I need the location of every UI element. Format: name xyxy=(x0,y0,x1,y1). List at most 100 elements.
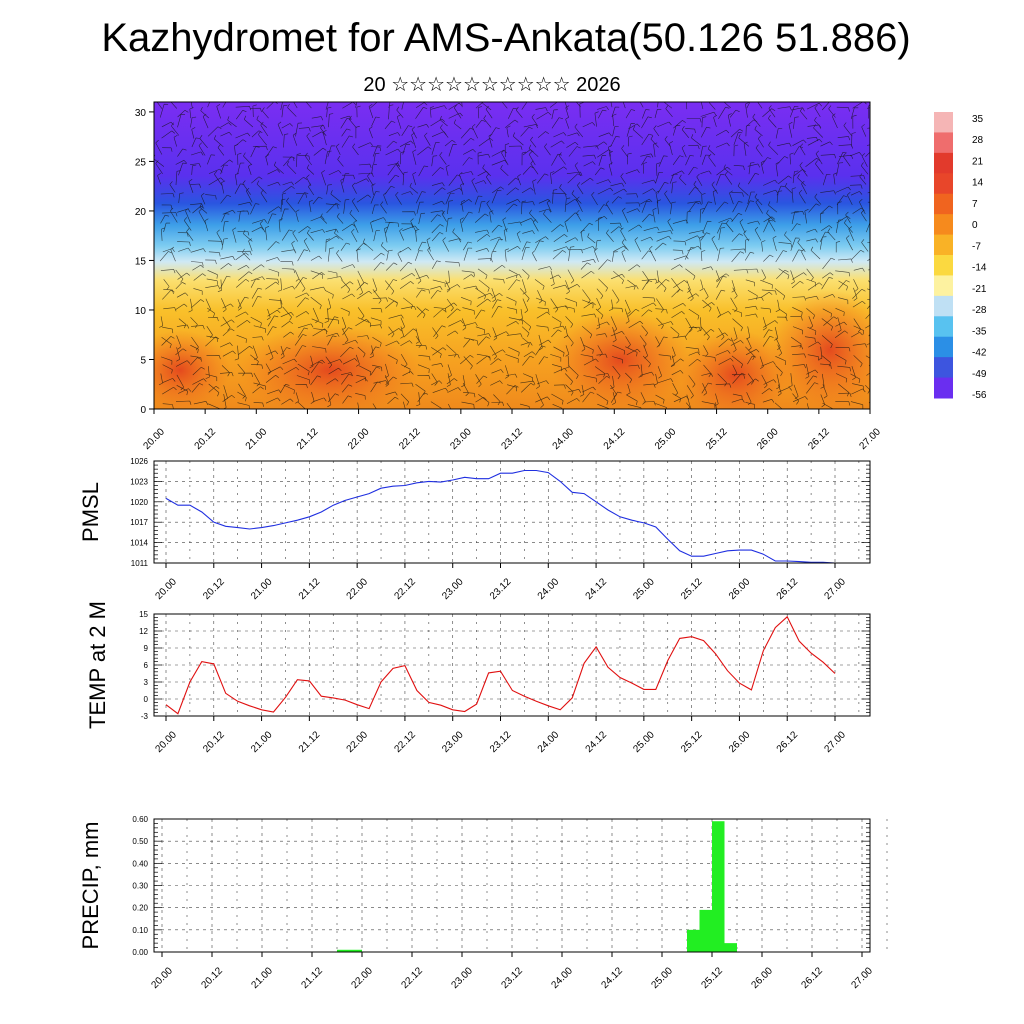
wind-barb xyxy=(430,118,446,127)
wind-barb xyxy=(558,152,566,165)
wind-barb xyxy=(679,174,687,186)
wind-barb xyxy=(356,105,361,118)
heatmap-x-tick-label: 24.00 xyxy=(551,426,577,452)
wind-barb xyxy=(628,224,643,232)
wind-barb xyxy=(190,163,201,168)
wind-barb xyxy=(851,132,856,147)
wind-barb xyxy=(688,144,700,150)
wind-barb xyxy=(656,162,661,176)
wind-barb xyxy=(701,193,706,204)
wind-barb xyxy=(577,182,584,195)
wind-barb xyxy=(252,104,257,118)
wind-barb xyxy=(460,297,472,306)
wind-barb xyxy=(576,196,583,213)
wind-barb xyxy=(551,316,562,327)
wind-barb xyxy=(192,378,207,385)
wind-barb xyxy=(605,200,613,215)
wind-barb xyxy=(491,306,503,318)
wind-barb xyxy=(461,401,475,409)
wind-barb xyxy=(373,230,381,242)
wind-barb xyxy=(701,372,714,377)
wind-barb xyxy=(311,116,324,121)
wind-barb xyxy=(837,258,853,263)
wind-barb xyxy=(342,317,347,330)
wind-barb xyxy=(715,402,717,409)
wind-barb xyxy=(234,144,239,156)
wind-barb xyxy=(685,347,700,353)
wind-barb xyxy=(693,180,702,195)
wind-barb xyxy=(598,259,612,270)
wind-barb xyxy=(793,116,799,129)
wind-barb xyxy=(521,187,534,194)
wind-barb xyxy=(327,247,334,262)
wind-barb xyxy=(280,384,290,393)
wind-barb xyxy=(580,262,591,270)
wind-barb xyxy=(162,386,177,395)
wind-barb xyxy=(611,106,620,118)
wind-barb xyxy=(222,395,235,403)
wind-barb xyxy=(701,250,706,262)
wind-barb xyxy=(718,311,732,317)
wind-barb xyxy=(295,345,307,357)
wind-barb xyxy=(410,218,417,233)
wind-barb xyxy=(265,397,281,404)
wind-barb xyxy=(447,330,459,336)
wind-barb xyxy=(532,179,537,195)
wind-barb xyxy=(641,250,653,260)
wind-barb xyxy=(718,338,732,348)
wind-barb xyxy=(277,298,282,310)
wind-barb xyxy=(761,388,773,395)
wind-barb xyxy=(385,222,394,234)
wind-barb xyxy=(261,107,269,119)
wind-barb xyxy=(804,209,809,224)
wind-barb xyxy=(520,218,534,223)
wind-barb xyxy=(387,396,399,405)
wind-barb xyxy=(836,106,850,112)
wind-barb xyxy=(508,145,523,150)
wind-barb xyxy=(530,136,537,148)
wind-barb xyxy=(162,290,175,300)
wind-barb xyxy=(506,385,519,395)
wind-barb xyxy=(823,316,838,326)
wind-barb xyxy=(348,115,357,129)
wind-barb xyxy=(625,109,636,119)
wind-barb xyxy=(701,116,707,128)
wind-barb xyxy=(411,126,417,139)
precip-x-tick-label: 20.00 xyxy=(149,965,175,991)
wind-barb xyxy=(312,346,327,353)
wind-barb xyxy=(716,332,728,338)
wind-barb xyxy=(324,150,332,165)
wind-barb xyxy=(835,321,847,327)
wind-barb xyxy=(595,239,602,251)
wind-barb xyxy=(608,299,614,311)
pmsl-grid xyxy=(154,460,870,564)
wind-barb xyxy=(553,346,565,357)
wind-barb xyxy=(208,168,223,174)
wind-barb xyxy=(715,201,729,212)
wind-barb xyxy=(642,109,650,119)
wind-barb xyxy=(658,354,672,361)
wind-barb xyxy=(544,143,551,156)
wind-barb xyxy=(416,287,430,294)
wind-barb xyxy=(386,249,393,261)
wind-barb xyxy=(355,393,366,400)
wind-barb xyxy=(521,201,535,206)
wind-barb xyxy=(371,164,377,175)
wind-barb xyxy=(163,289,174,295)
wind-barb xyxy=(838,280,850,290)
wind-barb xyxy=(610,273,625,280)
pmsl-x-tick-label: 21.12 xyxy=(297,576,323,602)
wind-barb xyxy=(222,316,231,331)
wind-barb xyxy=(820,363,832,369)
wind-barb xyxy=(432,200,445,206)
wind-barb xyxy=(336,250,343,262)
wind-barb xyxy=(613,245,627,252)
wind-barb xyxy=(702,302,715,309)
wind-barb xyxy=(252,264,265,271)
precip-bar xyxy=(337,949,350,952)
wind-barb xyxy=(851,366,856,381)
wind-barb xyxy=(790,237,800,251)
wind-barb xyxy=(760,291,773,298)
wind-barb xyxy=(238,345,253,355)
wind-barb xyxy=(312,397,327,403)
